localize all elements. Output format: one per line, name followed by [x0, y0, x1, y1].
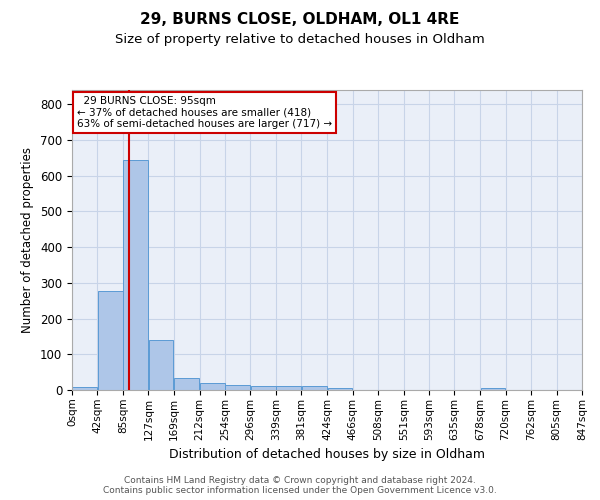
Bar	[225, 385, 250, 390]
Text: Size of property relative to detached houses in Oldham: Size of property relative to detached ho…	[115, 32, 485, 46]
Y-axis label: Number of detached properties: Number of detached properties	[22, 147, 34, 333]
Text: 29 BURNS CLOSE: 95sqm  
← 37% of detached houses are smaller (418)
63% of semi-d: 29 BURNS CLOSE: 95sqm ← 37% of detached …	[77, 96, 332, 129]
Bar	[124, 160, 148, 390]
X-axis label: Distribution of detached houses by size in Oldham: Distribution of detached houses by size …	[169, 448, 485, 461]
Bar	[277, 386, 301, 390]
Bar	[149, 340, 173, 390]
Bar	[73, 387, 97, 390]
Bar	[98, 292, 123, 390]
Bar	[174, 378, 199, 390]
Bar	[328, 388, 352, 390]
Text: Contains HM Land Registry data © Crown copyright and database right 2024.
Contai: Contains HM Land Registry data © Crown c…	[103, 476, 497, 495]
Bar	[302, 386, 327, 390]
Bar	[481, 388, 505, 390]
Text: 29, BURNS CLOSE, OLDHAM, OL1 4RE: 29, BURNS CLOSE, OLDHAM, OL1 4RE	[140, 12, 460, 28]
Bar	[200, 383, 224, 390]
Bar	[251, 386, 276, 390]
